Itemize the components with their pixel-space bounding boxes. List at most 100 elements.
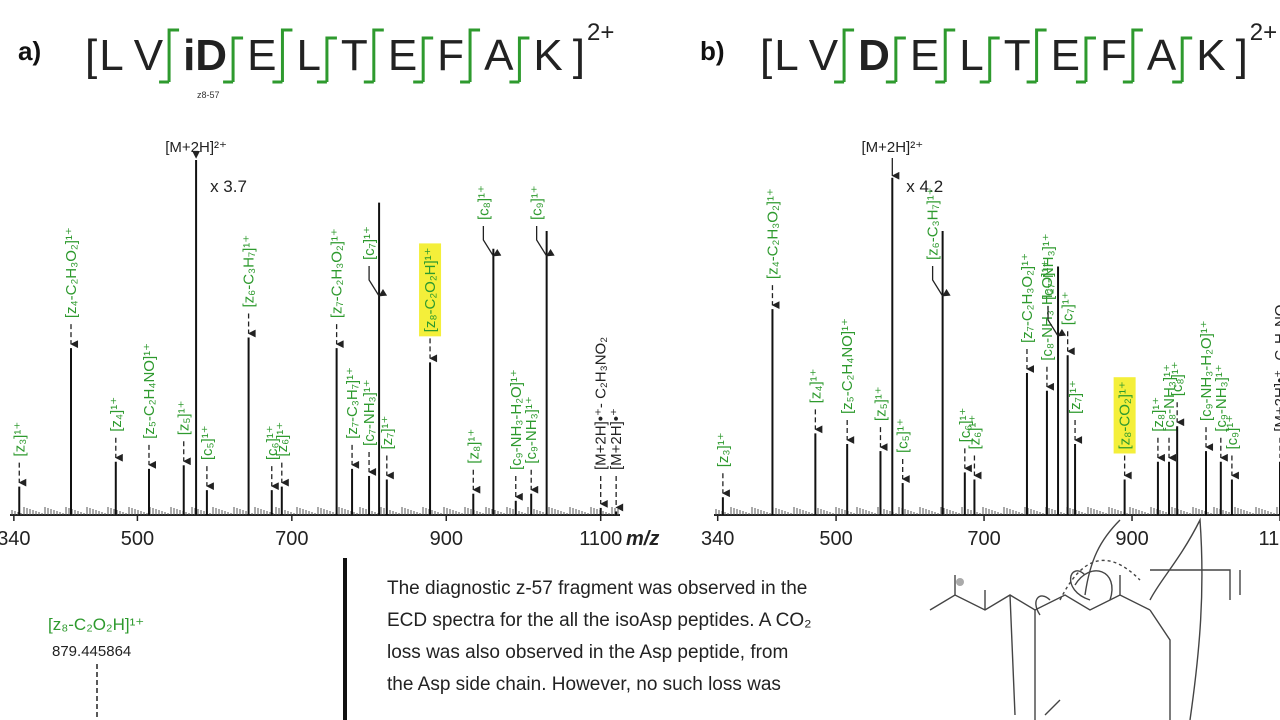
label-arrow	[482, 226, 502, 257]
label-group: [z₅-C₂H₄NO]¹⁺	[839, 318, 856, 414]
cleavage-mark	[1026, 28, 1047, 84]
highlight	[419, 243, 442, 337]
peak-label: [z₈]¹⁺	[1150, 397, 1167, 432]
peak-label: [c₇]¹⁺	[361, 226, 378, 260]
cleavage-mark	[834, 28, 855, 84]
charge: 2+	[1250, 19, 1277, 46]
label-group: [z₇-C₃H₇]¹⁺	[344, 367, 361, 439]
cleavage-mark	[1075, 36, 1096, 84]
peak-label: [M+2H]•⁺	[608, 408, 625, 470]
label-group: [M+2H]•⁺- C₂H₃NO₂	[1272, 299, 1280, 432]
label-group: [z₈]¹⁺	[1150, 397, 1167, 432]
cleavage-mark	[272, 28, 293, 84]
label-group: [M+2H]•⁺- C₂H₃NO₂	[593, 337, 610, 470]
cleavage-mark	[979, 36, 1000, 84]
x-tick-label: 700	[275, 528, 308, 550]
baseline-noise	[11, 507, 619, 515]
label-group: [z₄-C₂H₃O₂]¹⁺	[764, 188, 781, 279]
label-group: [c₆]¹⁺	[957, 408, 974, 443]
cleavage-mark	[316, 36, 337, 84]
peak-label: [z₅]¹⁺	[872, 386, 889, 421]
residue: K	[533, 31, 562, 80]
label-group: [z₄]¹⁺	[108, 397, 125, 432]
label-group: [c₉]¹⁺	[1224, 415, 1241, 450]
label-group: [c₇]¹⁺	[361, 226, 378, 260]
label-group: [z₃]¹⁺	[11, 422, 28, 457]
label-group: [c₉]¹⁺	[529, 185, 546, 220]
peak-label: [M+2H]²⁺	[165, 139, 227, 156]
label-group: [z₅]¹⁺	[176, 401, 193, 436]
residue: F	[437, 31, 464, 80]
residue: V	[134, 31, 164, 80]
highlight	[1113, 377, 1136, 454]
residue: A	[1147, 31, 1177, 80]
x-tick-label: 900	[1115, 528, 1148, 550]
label-group: [z₈]¹⁺	[465, 429, 482, 464]
peak-label: [z₈-C₂O₂H]¹⁺	[422, 247, 439, 332]
cleavage-mark	[460, 28, 481, 84]
peak-label: [z₅-C₂H₄NO]¹⁺	[141, 343, 158, 439]
residue: iD	[183, 31, 227, 80]
x-tick-label: 340	[0, 528, 31, 550]
label-group: [z₄-C₂H₃O₂]¹⁺	[63, 227, 80, 318]
peak-label: [c₆]¹⁺	[264, 425, 281, 460]
label-group: [z₆]¹⁺	[966, 415, 983, 450]
cleavage-mark	[885, 36, 906, 84]
peak-label: [c₉-NH₃]¹⁺	[523, 396, 540, 463]
peak-label: [z₅]¹⁺	[176, 401, 193, 436]
peak-label: [c₉-NH₃-H₂O]¹⁺	[508, 369, 525, 470]
inset-value: 879.445864	[52, 643, 131, 660]
label-group: [z₈-CO₂]¹⁺	[1113, 377, 1136, 454]
peak-label: [z₇-C₂H₃O₂]¹⁺	[1019, 253, 1036, 343]
x-tick-label: 1100	[1258, 528, 1280, 550]
residue: E	[247, 31, 276, 80]
label-group: [c₇]¹⁺	[1060, 291, 1077, 325]
x-axis-label: m/z	[626, 528, 659, 550]
peak-label: [c₉-NH₃]¹⁺	[1213, 364, 1230, 431]
bracket: ]	[1236, 31, 1248, 80]
label-group: [z₇-C₂H₃O₂]¹⁺	[1019, 253, 1036, 343]
cleavage-mark	[1172, 36, 1193, 84]
bracket: [	[85, 31, 97, 80]
label-group: [z₇]¹⁺	[379, 416, 396, 450]
residue: F	[1100, 31, 1127, 80]
residue: E	[910, 31, 939, 80]
label-arrow	[535, 226, 555, 257]
label-group: [c₆]¹⁺	[264, 425, 281, 460]
label-group: [c₉-NH₃-H₂O]¹⁺	[1198, 320, 1215, 421]
peak-label: [c₅]¹⁺	[199, 425, 216, 460]
label-group: [z₈-C₂O₂H]¹⁺	[419, 243, 442, 337]
peak-label: [z₄-C₂H₃O₂]¹⁺	[764, 188, 781, 279]
cleavage-mark	[159, 28, 180, 84]
peak-label: [z₄]¹⁺	[807, 368, 824, 403]
peak-label: [z₃]¹⁺	[715, 432, 732, 467]
label-group: [z₇-C₂H₃O₂]¹⁺	[329, 228, 346, 318]
label-group: [c₅]¹⁺	[895, 418, 912, 453]
peak-label: [c₆]¹⁺	[957, 408, 974, 443]
residue: L	[959, 31, 983, 80]
residue: D	[858, 31, 890, 80]
label-arrow	[931, 266, 951, 297]
cleavage-mark	[509, 36, 530, 84]
paragraph-line: the Asp side chain. However, no such los…	[387, 674, 781, 695]
peak-label: [c₉-NH₃-H₂O]¹⁺	[1198, 320, 1215, 421]
label-group: [c₉-NH₃]¹⁺	[523, 396, 540, 463]
label-group: [c₉-NH₃-H₂O]¹⁺	[508, 369, 525, 470]
residue: A	[484, 31, 514, 80]
x-tick-label: 500	[819, 528, 852, 550]
label-group: [c₉-NH₃]¹⁺	[1213, 364, 1230, 431]
peak-label: [z₆]¹⁺	[274, 422, 291, 457]
panel-tag: a)	[18, 36, 41, 66]
residue: L	[774, 31, 798, 80]
cleavage-mark	[1122, 28, 1143, 84]
label-group: [z₆]¹⁺	[274, 422, 291, 457]
label-group: [z₇]¹⁺	[1067, 380, 1084, 414]
peak-label: [z₇]¹⁺	[1067, 380, 1084, 414]
cleavage-mark	[413, 36, 434, 84]
label-group: [c₇-NH₃]¹⁺	[1040, 233, 1057, 300]
peak-label: [z₇-C₂H₃O₂]¹⁺	[329, 228, 346, 318]
scale-note: x 3.7	[210, 177, 247, 196]
cleavage-mark	[223, 36, 244, 84]
